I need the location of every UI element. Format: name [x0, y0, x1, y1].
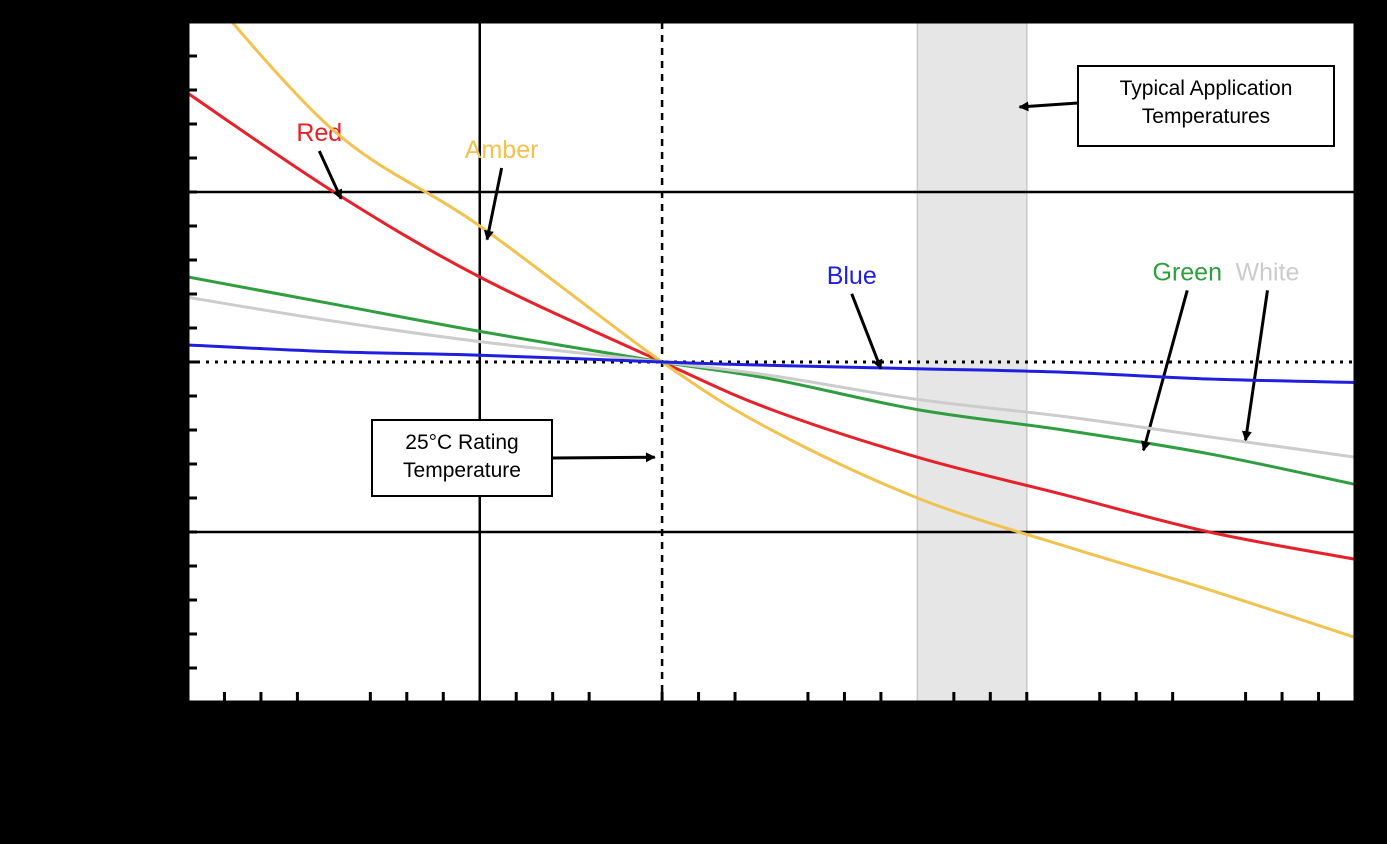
x-axis-label-sub: J [866, 819, 874, 836]
series-label-green: Green [1153, 258, 1222, 286]
y-tick-label: 0% [135, 690, 170, 717]
x-tick-label: 100 [1189, 735, 1229, 762]
axis-labels: Relative Light Output Junction Temperatu… [15, 254, 921, 836]
series-label-amber: Amber [465, 136, 539, 164]
axes: -40 -20 0 20 40 60 80 100 120 0% 50% 100% 150% 200% [109, 10, 1375, 762]
x-tick-label: 80 [1050, 735, 1077, 762]
series-label-white: White [1236, 258, 1300, 286]
series-arrow-green [1141, 290, 1189, 452]
annotations: Typical Application Temperatures 25°C Rati… [371, 65, 1335, 497]
y-tick-label: 100% [109, 350, 170, 377]
annotation-arrow-0 [1018, 101, 1079, 112]
x-tick-label: -40 [171, 735, 206, 762]
x-axis-label-main: Junction Temperature T [615, 805, 867, 832]
x-tick-label: 60 [904, 735, 931, 762]
y-tick-label: 150% [109, 180, 170, 207]
series-line-white [188, 295, 1355, 459]
annotation-text-1-1: Temperature [403, 459, 521, 482]
series-line-red [188, 92, 1355, 561]
x-axis-label: Junction Temperature TJ (°C) [615, 805, 921, 836]
x-tick-label: -20 [317, 735, 352, 762]
x-tick-label: 0 [473, 735, 486, 762]
series-arrow-amber [483, 167, 504, 241]
series-line-green [188, 275, 1355, 486]
series-label-blue: Blue [827, 262, 877, 290]
series-line-blue [188, 343, 1355, 384]
y-axis-label: Relative Light Output [15, 254, 41, 469]
y-tick-label: 200% [109, 10, 170, 37]
x-tick-label: 40 [758, 735, 785, 762]
series-line-amber [229, 22, 1355, 639]
x-tick-label: 120 [1335, 735, 1375, 762]
annotation-text-1-0: 25°C Rating [405, 431, 518, 454]
annotation-text-0-0: Typical Application [1120, 77, 1293, 100]
y-tick-label: 50% [122, 520, 170, 547]
annotation-box-0 [1077, 65, 1335, 147]
x-tick-label: 20 [612, 735, 639, 762]
series-arrow-white [1241, 290, 1269, 442]
annotation-arrow-1 [551, 452, 656, 463]
x-axis-label-unit: (°C) [878, 805, 921, 832]
series-arrow-red [317, 150, 343, 200]
series-arrow-blue [850, 293, 883, 370]
annotation-box-1 [371, 419, 553, 497]
annotation-text-0-1: Temperatures [1142, 105, 1270, 128]
